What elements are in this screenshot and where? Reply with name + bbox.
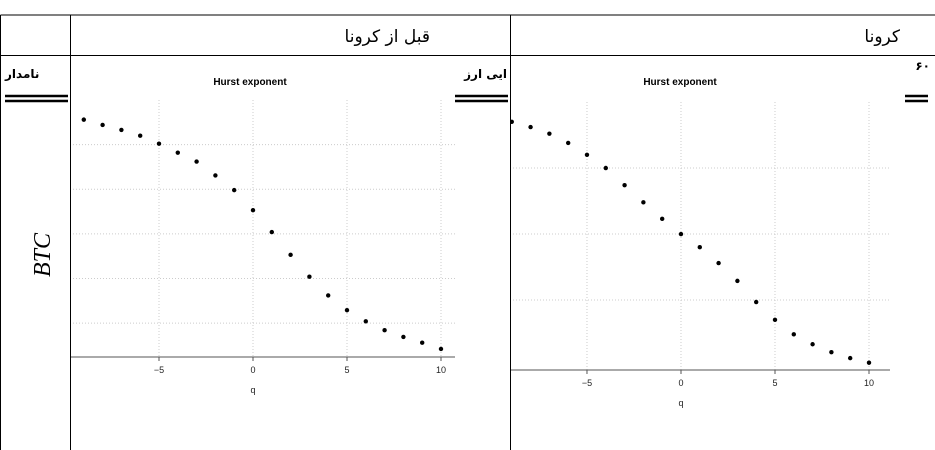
- chart-title: Hurst exponent: [643, 77, 717, 88]
- x-tick-label: 0: [250, 365, 255, 375]
- cut-text: ۶۰: [915, 59, 930, 73]
- point: [528, 124, 533, 130]
- cut-text: نامدار: [4, 67, 39, 81]
- x-tick-label: −5: [582, 378, 592, 388]
- x-tick-label: 10: [864, 378, 874, 388]
- row-label: BTC: [30, 232, 56, 277]
- x-axis-label: q: [678, 398, 683, 408]
- x-tick-label: 5: [344, 365, 349, 375]
- point: [641, 200, 646, 205]
- x-tick-label: 5: [772, 378, 777, 388]
- point: [810, 342, 815, 347]
- point: [156, 141, 162, 146]
- point: [194, 159, 199, 164]
- point: [269, 229, 274, 235]
- point: [678, 231, 684, 237]
- point: [584, 152, 590, 158]
- point: [288, 252, 293, 258]
- point: [81, 117, 87, 122]
- point: [565, 140, 571, 146]
- chart: Hurst exponent −5 0 5 10 q: [71, 77, 455, 395]
- point: [326, 293, 331, 298]
- point: [344, 307, 350, 313]
- point: [697, 245, 702, 250]
- x-tick-label: 10: [436, 365, 446, 375]
- point: [175, 150, 180, 155]
- point: [307, 274, 312, 279]
- point: [438, 346, 444, 352]
- point: [420, 340, 425, 345]
- point: [213, 173, 218, 178]
- x-tick-label: −5: [154, 365, 164, 375]
- point: [232, 187, 237, 193]
- cut-text: ایی ارز: [463, 67, 507, 81]
- point: [753, 299, 759, 305]
- point: [772, 317, 778, 323]
- point: [735, 278, 740, 284]
- point: [716, 260, 721, 266]
- point: [847, 355, 853, 361]
- point: [829, 349, 834, 355]
- x-axis-label: q: [250, 385, 255, 395]
- point: [382, 328, 387, 333]
- header-cell: قبل از کرونا: [345, 27, 430, 47]
- point: [119, 127, 124, 133]
- point: [250, 208, 256, 213]
- table-lines: [0, 14, 935, 450]
- point: [401, 334, 406, 340]
- point: [511, 119, 514, 125]
- header-cell: کرونا: [864, 27, 901, 47]
- x-tick-label: 0: [678, 378, 683, 388]
- chart: Hurst exponent −5 0 5 10 q: [511, 77, 890, 408]
- point: [622, 182, 627, 188]
- point: [100, 122, 105, 128]
- double-rule: [5, 94, 928, 103]
- point: [866, 360, 872, 365]
- point: [603, 165, 608, 171]
- point: [547, 131, 552, 136]
- point: [363, 319, 368, 324]
- point: [791, 332, 796, 337]
- chart-title: Hurst exponent: [213, 77, 287, 88]
- point: [659, 216, 665, 222]
- point: [138, 133, 143, 138]
